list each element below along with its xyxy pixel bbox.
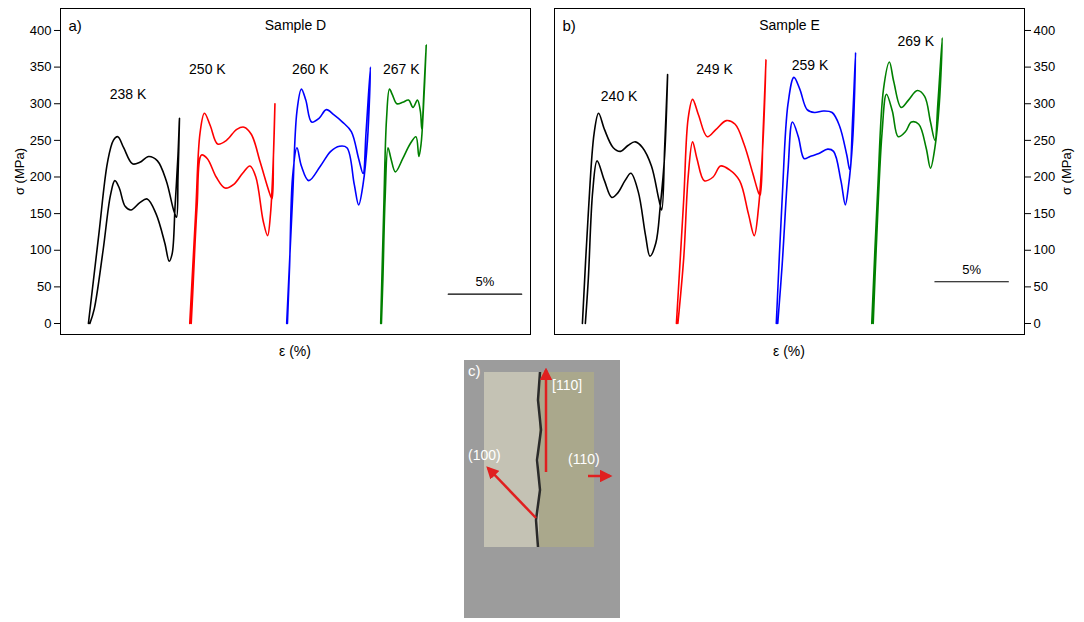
svg-text:200: 200	[1034, 169, 1056, 184]
svg-text:a): a)	[69, 17, 82, 34]
svg-text:100: 100	[30, 242, 52, 257]
svg-text:400: 400	[30, 23, 52, 38]
svg-text:Sample D: Sample D	[265, 17, 326, 33]
svg-text:267 K: 267 K	[383, 61, 420, 77]
svg-text:[110]: [110]	[552, 377, 582, 393]
svg-text:b): b)	[563, 17, 576, 34]
svg-text:c): c)	[468, 362, 481, 379]
svg-text:50: 50	[1034, 279, 1048, 294]
svg-text:260 K: 260 K	[292, 61, 329, 77]
svg-text:0: 0	[1034, 316, 1041, 331]
svg-text:249 K: 249 K	[696, 61, 733, 77]
svg-text:240 K: 240 K	[601, 88, 638, 104]
svg-text:σ (MPa): σ (MPa)	[1059, 148, 1074, 195]
svg-text:259 K: 259 K	[792, 57, 829, 73]
svg-text:150: 150	[30, 206, 52, 221]
svg-text:350: 350	[30, 59, 52, 74]
svg-text:5%: 5%	[962, 262, 981, 277]
svg-text:250: 250	[1034, 133, 1056, 148]
svg-text:150: 150	[1034, 206, 1056, 221]
svg-text:Sample E: Sample E	[759, 17, 820, 33]
svg-text:5%: 5%	[476, 274, 495, 289]
svg-text:269 K: 269 K	[898, 33, 935, 49]
svg-text:(110): (110)	[568, 451, 600, 467]
html-text:ε (%): ε (%)	[279, 343, 311, 359]
svg-text:300: 300	[30, 96, 52, 111]
svg-text:(100): (100)	[468, 447, 501, 463]
svg-text:200: 200	[30, 169, 52, 184]
svg-text:250: 250	[30, 133, 52, 148]
svg-text:250 K: 250 K	[189, 61, 226, 77]
svg-text:238 K: 238 K	[110, 86, 147, 102]
svg-text:σ (MPa): σ (MPa)	[12, 148, 27, 195]
svg-text:300: 300	[1034, 96, 1056, 111]
svg-text:400: 400	[1034, 23, 1056, 38]
svg-text:100: 100	[1034, 242, 1056, 257]
svg-text:350: 350	[1034, 59, 1056, 74]
svg-text:50: 50	[37, 279, 51, 294]
svg-text:0: 0	[44, 316, 51, 331]
html-text:ε (%): ε (%)	[773, 343, 805, 359]
